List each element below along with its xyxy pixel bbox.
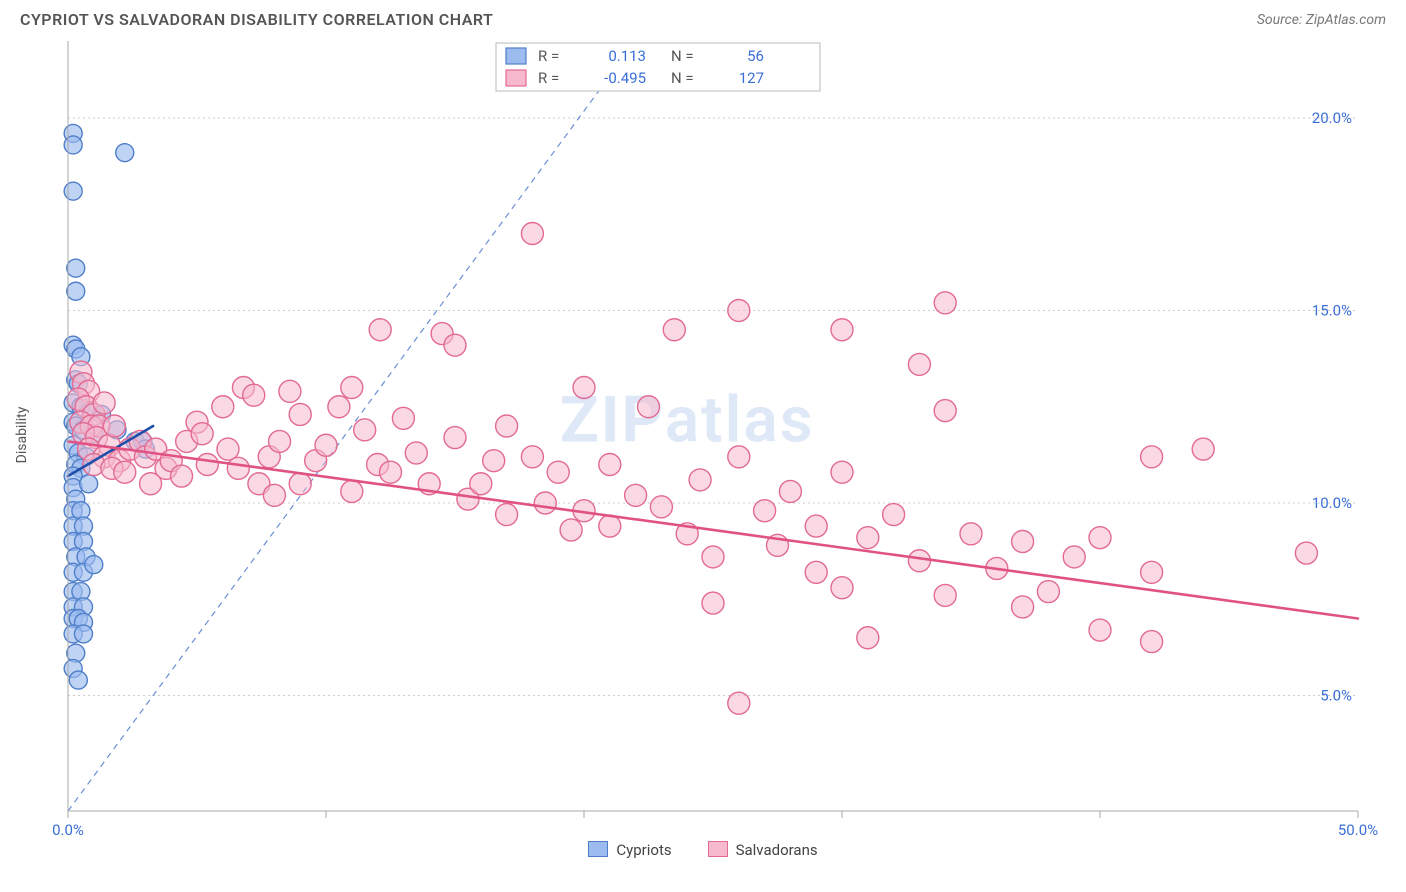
svg-text:0.0%: 0.0% bbox=[52, 821, 84, 835]
svg-text:10.0%: 10.0% bbox=[1312, 494, 1352, 512]
svg-text:N =: N = bbox=[671, 47, 694, 65]
source-label: Source: ZipAtlas.com bbox=[1257, 12, 1386, 28]
svg-text:-0.495: -0.495 bbox=[604, 69, 646, 87]
svg-text:127: 127 bbox=[739, 69, 764, 87]
svg-text:20.0%: 20.0% bbox=[1312, 109, 1352, 127]
bottom-legend: Cypriots Salvadorans bbox=[0, 841, 1406, 859]
svg-text:0.113: 0.113 bbox=[608, 47, 646, 65]
svg-text:50.0%: 50.0% bbox=[1338, 821, 1378, 835]
svg-text:56: 56 bbox=[747, 47, 764, 65]
svg-text:R =: R = bbox=[538, 47, 559, 65]
svg-text:ZIPatlas: ZIPatlas bbox=[560, 382, 815, 457]
y-axis-label: Disability bbox=[14, 407, 30, 464]
scatter-chart: 5.0% 10.0% 15.0% 20.0% ZIPatlas 0.0% 50.0% R = 0… bbox=[20, 35, 1386, 835]
chart-title: CYPRIOT VS SALVADORAN DISABILITY CORRELA… bbox=[20, 10, 493, 29]
legend-item-cypriots: Cypriots bbox=[588, 841, 671, 859]
svg-text:5.0%: 5.0% bbox=[1320, 687, 1352, 705]
svg-text:15.0%: 15.0% bbox=[1312, 302, 1352, 320]
svg-text:N =: N = bbox=[671, 69, 694, 87]
legend-item-salvadorans: Salvadorans bbox=[708, 841, 818, 859]
chart-container: Disability 5.0%10.0%15.0%20.0%ZIPatlas0.… bbox=[20, 35, 1386, 835]
svg-text:R =: R = bbox=[538, 69, 559, 87]
